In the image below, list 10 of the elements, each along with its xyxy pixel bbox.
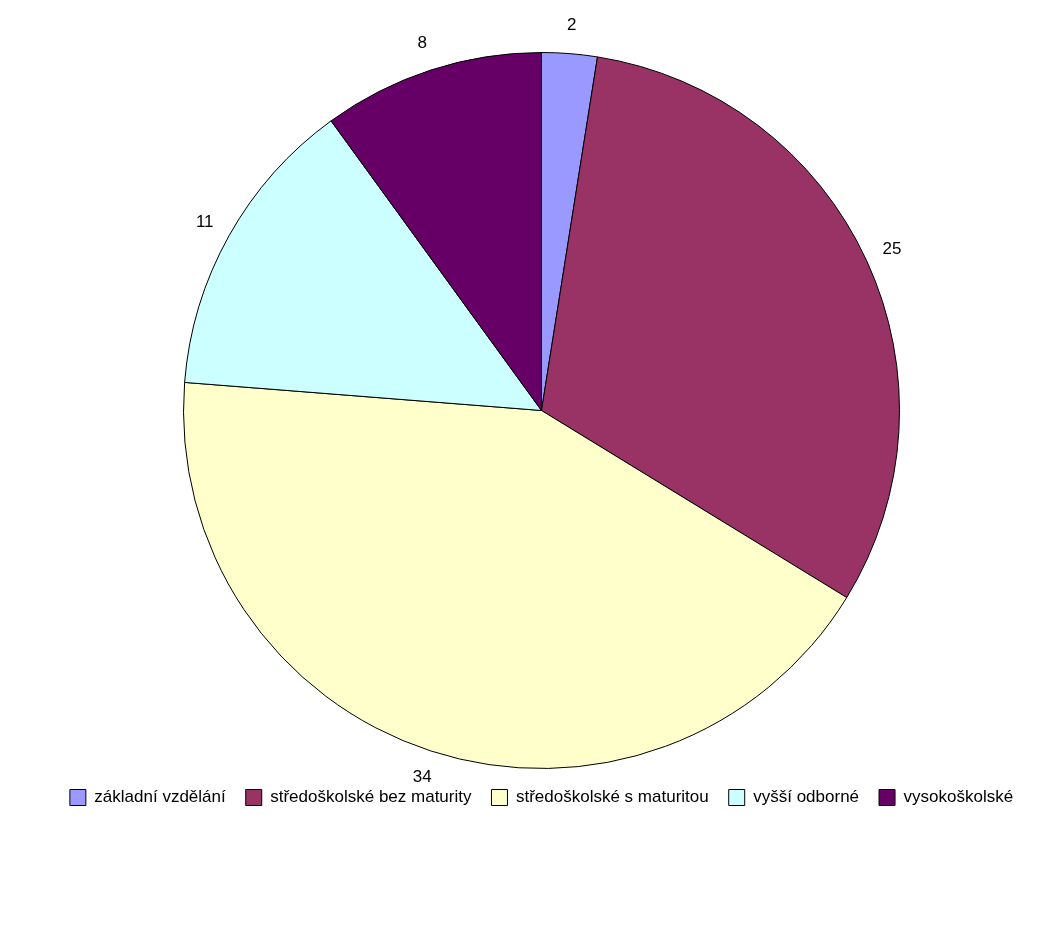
legend-label: středoškolské s maturitou xyxy=(515,787,709,807)
data-label: 25 xyxy=(882,238,902,258)
legend-label: středoškolské bez maturity xyxy=(270,787,472,807)
data-label: 8 xyxy=(417,33,427,53)
legend-label: vysokoškolské xyxy=(903,787,1014,807)
legend-label: vyšší odborné xyxy=(753,787,860,807)
data-label: 2 xyxy=(567,15,577,35)
legend-label: základní vzdělání xyxy=(94,787,226,807)
data-label: 34 xyxy=(412,767,432,787)
data-label: 11 xyxy=(195,211,214,231)
